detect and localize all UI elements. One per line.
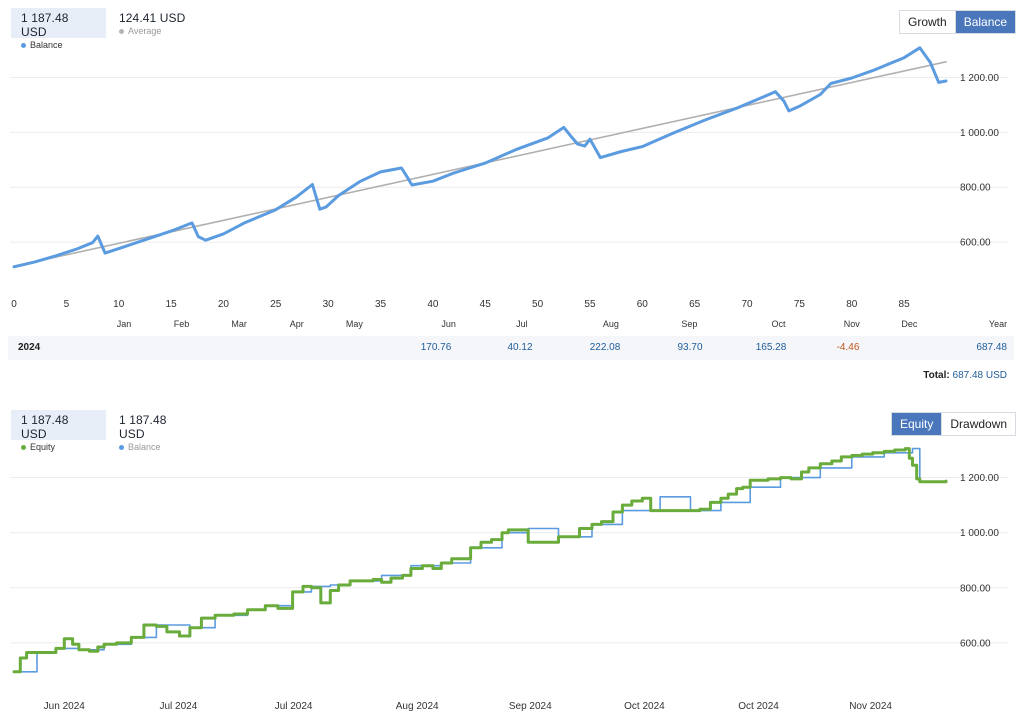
legend-average-label: Average bbox=[128, 26, 162, 36]
month-label: Oct bbox=[771, 319, 786, 329]
x-tick-label: Oct 2024 bbox=[738, 701, 779, 712]
x-tick-label: 50 bbox=[532, 299, 544, 310]
growth-button[interactable]: Growth bbox=[900, 11, 955, 33]
x-tick-label: 55 bbox=[584, 299, 596, 310]
total-summary: Total: 687.48 USD bbox=[923, 370, 1007, 381]
legend-equity-value: 1 187.48 USD bbox=[21, 413, 69, 441]
legend-balance-dot bbox=[21, 42, 26, 48]
x-tick-label: 10 bbox=[113, 299, 125, 310]
year-row-total: 687.48 bbox=[976, 342, 1007, 353]
x-tick-label: 65 bbox=[689, 299, 701, 310]
x-tick-label: 35 bbox=[375, 299, 387, 310]
total-value: 687.48 USD bbox=[952, 370, 1007, 381]
y-tick-label: 800.00 bbox=[960, 183, 991, 194]
month-value-nov: -4.46 bbox=[836, 342, 860, 353]
x-tick-label: 0 bbox=[11, 299, 17, 310]
legend-equity-balance-label: Balance bbox=[128, 442, 161, 452]
legend-equity-balance-dot bbox=[119, 444, 124, 450]
legend-balance-value: 1 187.48 USD bbox=[21, 11, 69, 39]
y-tick-label: 1 200.00 bbox=[960, 73, 999, 84]
year-row: 2024 170.76 40.12 222.08 93.70 165.28 -4… bbox=[8, 336, 1014, 360]
month-label: May bbox=[346, 319, 364, 329]
equity-button[interactable]: Equity bbox=[892, 413, 942, 435]
month-label: Jul bbox=[516, 319, 528, 329]
year-row-year: 2024 bbox=[18, 342, 41, 353]
balance-chart[interactable]: 600.00 800.00 1 000.00 1 200.00 0 5 10 15 20 25 30… bbox=[0, 0, 1024, 335]
x-tick-label: 80 bbox=[846, 299, 858, 310]
chart2-mode-switch: Equity Drawdown bbox=[891, 412, 1017, 436]
balance-button[interactable]: Balance bbox=[954, 11, 1016, 33]
year-label: Year bbox=[989, 319, 1007, 329]
x-tick-label: 25 bbox=[270, 299, 282, 310]
x-tick-label: 70 bbox=[741, 299, 753, 310]
y-tick-label: 1 000.00 bbox=[960, 128, 999, 139]
legend-equity-balance[interactable]: 1 187.48 USD Balance bbox=[109, 410, 204, 452]
y-tick-label: 600.00 bbox=[960, 238, 991, 249]
x-tick-label: Aug 2024 bbox=[396, 701, 439, 712]
y-tick-label: 1 000.00 bbox=[960, 528, 999, 539]
month-label: Aug bbox=[603, 319, 619, 329]
y-tick-label: 1 200.00 bbox=[960, 473, 999, 484]
month-value-jul: 40.12 bbox=[507, 342, 533, 353]
x-tick-label: Jul 2024 bbox=[160, 701, 198, 712]
x-tick-label: Oct 2024 bbox=[624, 701, 665, 712]
y-tick-label: 800.00 bbox=[960, 583, 991, 594]
month-value-oct: 165.28 bbox=[755, 342, 787, 353]
series-line-balance bbox=[12, 46, 948, 269]
legend-equity-dot bbox=[21, 444, 26, 450]
month-label: Nov bbox=[844, 319, 861, 329]
series-line-balance bbox=[13, 447, 947, 673]
month-value-jun: 170.76 bbox=[420, 342, 452, 353]
x-tick-label: Nov 2024 bbox=[849, 701, 892, 712]
series-line-equity bbox=[12, 447, 948, 674]
month-label: Jan bbox=[117, 319, 132, 329]
x-tick-label: 30 bbox=[323, 299, 335, 310]
x-tick-label: Jul 2024 bbox=[275, 701, 313, 712]
chart1-mode-switch: Growth Balance bbox=[899, 10, 1017, 34]
drawdown-button[interactable]: Drawdown bbox=[941, 413, 1016, 435]
month-label: Feb bbox=[174, 319, 190, 329]
x-tick-label: 15 bbox=[166, 299, 178, 310]
x-tick-label: 75 bbox=[794, 299, 806, 310]
legend-equity-balance-value: 1 187.48 USD bbox=[119, 413, 167, 441]
x-tick-label: 60 bbox=[637, 299, 649, 310]
month-label: Apr bbox=[290, 319, 304, 329]
legend-balance-label: Balance bbox=[30, 40, 63, 50]
x-tick-label: Sep 2024 bbox=[509, 701, 552, 712]
legend-equity[interactable]: 1 187.48 USD Equity bbox=[11, 410, 106, 452]
month-label: Dec bbox=[901, 319, 918, 329]
x-tick-label: Jun 2024 bbox=[44, 701, 86, 712]
legend-average[interactable]: 124.41 USD Average bbox=[109, 8, 199, 38]
month-label: Sep bbox=[681, 319, 697, 329]
total-label: Total: bbox=[923, 370, 950, 381]
x-tick-label: 5 bbox=[64, 299, 70, 310]
month-label: Jun bbox=[441, 319, 456, 329]
legend-equity-label: Equity bbox=[30, 442, 56, 452]
x-tick-label: 40 bbox=[427, 299, 439, 310]
x-tick-label: 45 bbox=[480, 299, 492, 310]
legend-average-value: 124.41 USD bbox=[119, 11, 186, 25]
month-value-aug: 222.08 bbox=[589, 342, 621, 353]
month-value-sep: 93.70 bbox=[677, 342, 703, 353]
legend-balance[interactable]: 1 187.48 USD Balance bbox=[11, 8, 106, 50]
y-tick-label: 600.00 bbox=[960, 638, 991, 649]
month-label: Mar bbox=[231, 319, 247, 329]
x-tick-label: 85 bbox=[899, 299, 911, 310]
x-tick-label: 20 bbox=[218, 299, 230, 310]
legend-average-dot bbox=[119, 28, 124, 34]
